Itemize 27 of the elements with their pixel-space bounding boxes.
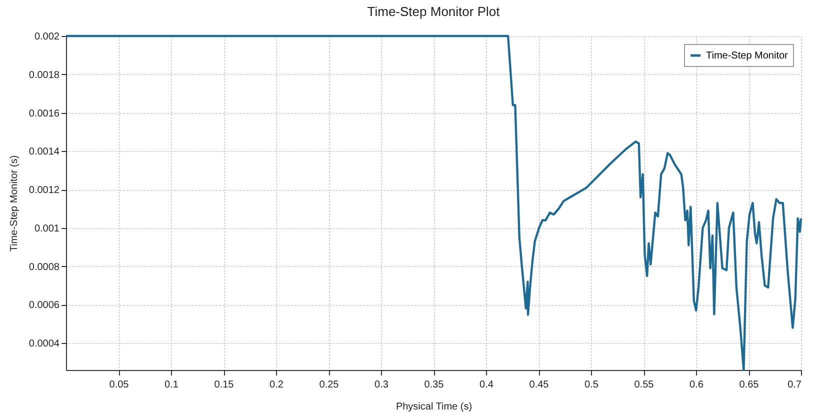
y-tick-label: 0.001 xyxy=(34,223,60,234)
x-tick-label: 0.15 xyxy=(214,380,234,390)
y-tick-label: 0.0004 xyxy=(28,338,60,350)
x-tick-label: 0.25 xyxy=(319,380,340,390)
y-tick-label: 0.0012 xyxy=(28,185,60,196)
y-tick-label: 0.0014 xyxy=(28,146,60,158)
x-tick-label: 0.2 xyxy=(270,380,284,390)
x-tick-label: 0.65 xyxy=(739,380,760,390)
y-tick-label: 0.0006 xyxy=(28,300,60,312)
x-tick-label: 0.05 xyxy=(109,380,130,390)
y-tick-label: 0.002 xyxy=(34,32,60,42)
y-axis-title: Time-Step Monitor (s) xyxy=(8,155,20,252)
x-tick-label: 0.5 xyxy=(584,380,599,390)
x-tick-label: 0.7 xyxy=(788,380,802,390)
y-tick-label: 0.0008 xyxy=(28,262,60,273)
x-tick-label: 0.35 xyxy=(424,380,444,390)
x-tick-label: 0.6 xyxy=(690,380,704,390)
y-tick-label: 0.0016 xyxy=(28,108,60,120)
x-tick-label: 0.55 xyxy=(634,380,654,390)
legend-label: Time-Step Monitor xyxy=(706,50,789,62)
x-tick-label: 0.4 xyxy=(480,380,494,390)
x-tick-label: 0.3 xyxy=(374,380,389,390)
x-tick-label: 0.45 xyxy=(529,380,550,390)
chart-title: Time-Step Monitor Plot xyxy=(367,4,500,19)
x-tick-label: 0.1 xyxy=(164,380,179,390)
x-axis-title: Physical Time (s) xyxy=(396,402,472,412)
y-tick-label: 0.0018 xyxy=(28,70,60,81)
